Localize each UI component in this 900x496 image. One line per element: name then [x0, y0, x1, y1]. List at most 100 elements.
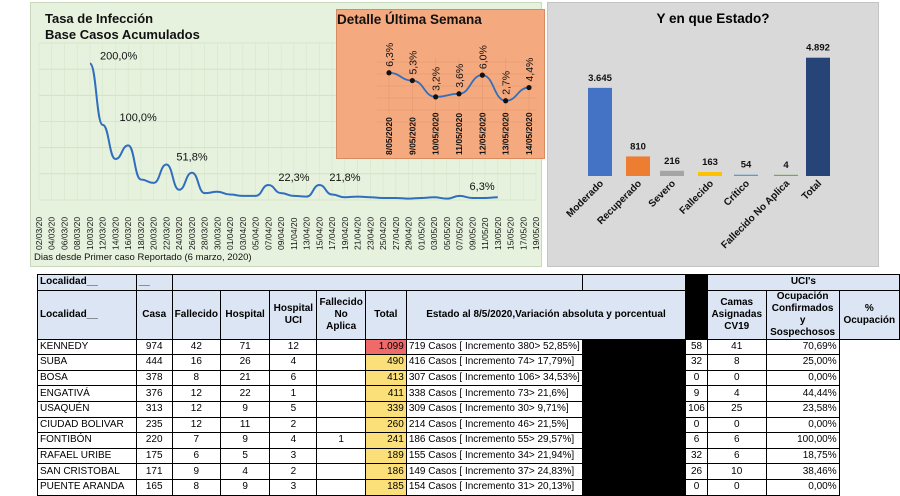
localidad-cell: PUENTE ARANDA: [37, 478, 137, 496]
pct-ocupacion-cell: 38,46%: [765, 463, 840, 480]
state-bar: [806, 57, 830, 176]
hospital-uci-cell: 4: [269, 432, 318, 449]
header-pct-ocupacion: % Ocupación: [838, 289, 900, 340]
camas-cell: 32: [685, 354, 708, 371]
x-tick-label: 22/03/20: [161, 217, 171, 250]
localidad-cell: SAN CRISTOBAL: [37, 463, 137, 480]
header-localidad: Localidad__: [37, 274, 137, 291]
estado-cell: 338 Casos [ Incremento 73> 21,6%]: [405, 385, 583, 402]
fallecido-no-aplica-cell: 1: [316, 432, 366, 449]
header-spacer: [171, 274, 583, 291]
x-tick-label: 25/04/20: [378, 217, 388, 250]
pct-ocupacion-cell: 100,00%: [765, 432, 840, 449]
hospital-cell: 9: [220, 432, 271, 449]
hospital-cell: 11: [220, 416, 271, 434]
localidad-cell: ENGATIVÁ: [37, 385, 137, 402]
table-row: BOSA 378 8 21 6 413 307 Casos [ Incremento 106…: [37, 369, 900, 387]
weekly-x-tick-label: 9/05/2020: [407, 117, 417, 155]
weekly-detail-title: Detalle Última Semana: [337, 12, 482, 27]
state-category-label: Crítico: [722, 178, 752, 208]
header-fallecido: Fallecido: [171, 289, 222, 340]
fallecido-cell: 6: [171, 447, 222, 465]
separator-cell: [581, 478, 687, 496]
weekly-x-tick-label: 13/05/2020: [501, 112, 511, 155]
estado-cell: 149 Casos [ Incremento 37> 24,83%]: [405, 463, 583, 480]
estado-cell: 214 Casos [ Incremento 46> 21,5%]: [405, 416, 583, 434]
casa-cell: 171: [135, 463, 173, 480]
table-row: ENGATIVÁ 376 12 22 1 411 338 Casos [ Increment…: [37, 385, 900, 402]
weekly-point: [526, 84, 532, 91]
state-category-label: Fallecido No Aplica: [719, 178, 792, 251]
ocupacion-cell: 6: [706, 447, 767, 465]
estado-cell: 154 Casos [ Incremento 31> 20,13%]: [405, 478, 583, 496]
weekly-point: [409, 77, 415, 84]
ocupacion-cell: 8: [706, 354, 767, 371]
estado-cell: 186 Casos [ Incremento 55> 29,57%]: [405, 432, 583, 449]
weekly-point: [503, 98, 509, 104]
x-tick-label: 17/04/20: [327, 217, 337, 250]
x-tick-label: 01/04/20: [225, 217, 235, 250]
state-panel: Y en que Estado? 3.645 Moderado 810 Recuper…: [547, 2, 879, 267]
hospital-cell: 21: [220, 369, 271, 387]
x-tick-label: 04/03/20: [47, 217, 57, 250]
weekly-data-label: 6,0%: [477, 45, 489, 69]
infection-rate-line: [88, 62, 498, 200]
weekly-data-label: 3,2%: [431, 67, 443, 91]
localidad-cell: KENNEDY: [37, 338, 137, 356]
casa-cell: 235: [135, 416, 173, 434]
annotation-label: 100,0%: [119, 112, 157, 124]
separator-cell: [581, 338, 687, 356]
state-bar-value-label: 4.892: [806, 43, 830, 54]
fallecido-cell: 8: [171, 478, 222, 496]
fallecido-no-aplica-cell: [316, 463, 366, 480]
localidad-cell: RAFAEL URIBE: [37, 447, 137, 465]
camas-cell: 6: [685, 432, 708, 449]
separator-cell: [581, 463, 687, 480]
hospital-cell: 9: [220, 478, 271, 496]
hospital-uci-cell: 3: [269, 447, 318, 465]
total-cell: 413: [364, 369, 407, 387]
hospital-uci-cell: 1: [269, 385, 318, 402]
camas-cell: 0: [685, 416, 708, 434]
total-cell: 186: [364, 463, 407, 480]
casa-cell: 165: [135, 478, 173, 496]
x-tick-label: 27/04/20: [391, 217, 401, 250]
x-tick-label: 13/05/20: [493, 217, 503, 250]
total-cell: 260: [364, 416, 407, 434]
table-row: CIUDAD BOLIVAR 235 12 11 2 260 214 Casos [ Inc…: [37, 416, 900, 434]
fallecido-cell: 8: [171, 369, 222, 387]
state-bar: [774, 174, 798, 176]
ocupacion-cell: 10: [706, 463, 767, 480]
x-tick-label: 08/03/20: [72, 217, 82, 250]
header-fallecido-no-aplica: Fallecido No Aplica: [316, 289, 366, 340]
separator-cell: [581, 400, 687, 418]
pct-ocupacion-cell: 23,58%: [765, 400, 840, 418]
camas-cell: 0: [685, 369, 708, 387]
camas-cell: 106: [685, 400, 708, 418]
hospital-uci-cell: 2: [269, 463, 318, 480]
state-chart-title: Y en que Estado?: [656, 11, 770, 26]
x-tick-label: 01/05/20: [416, 217, 426, 250]
x-tick-label: 12/03/20: [98, 217, 108, 250]
table-row: PUENTE ARANDA 165 8 9 3 185 154 Casos [ Increm…: [37, 478, 900, 496]
table-row: SUBA 444 16 26 4 490 416 Casos [ Incremento 74…: [37, 354, 900, 371]
x-tick-label: 15/05/20: [506, 217, 516, 250]
weekly-data-label: 5,3%: [407, 51, 419, 75]
separator-cell: [581, 369, 687, 387]
x-tick-label: 26/03/20: [187, 217, 197, 250]
localidad-cell: BOSA: [37, 369, 137, 387]
state-bar: [734, 174, 758, 176]
annotation-label: 51,8%: [176, 152, 207, 164]
x-tick-label: 11/04/20: [289, 217, 299, 250]
weekly-x-tick-label: 14/05/2020: [524, 112, 534, 155]
ocupacion-cell: 41: [706, 338, 767, 356]
separator-cell: [581, 432, 687, 449]
estado-cell: 416 Casos [ Incremento 74> 17,79%]: [405, 354, 583, 371]
hospital-uci-cell: 6: [269, 369, 318, 387]
pct-ocupacion-cell: 25,00%: [765, 354, 840, 371]
total-cell: 490: [364, 354, 407, 371]
hospital-uci-cell: 4: [269, 354, 318, 371]
fallecido-cell: 16: [171, 354, 222, 371]
casa-cell: 313: [135, 400, 173, 418]
state-bar: [588, 87, 612, 176]
